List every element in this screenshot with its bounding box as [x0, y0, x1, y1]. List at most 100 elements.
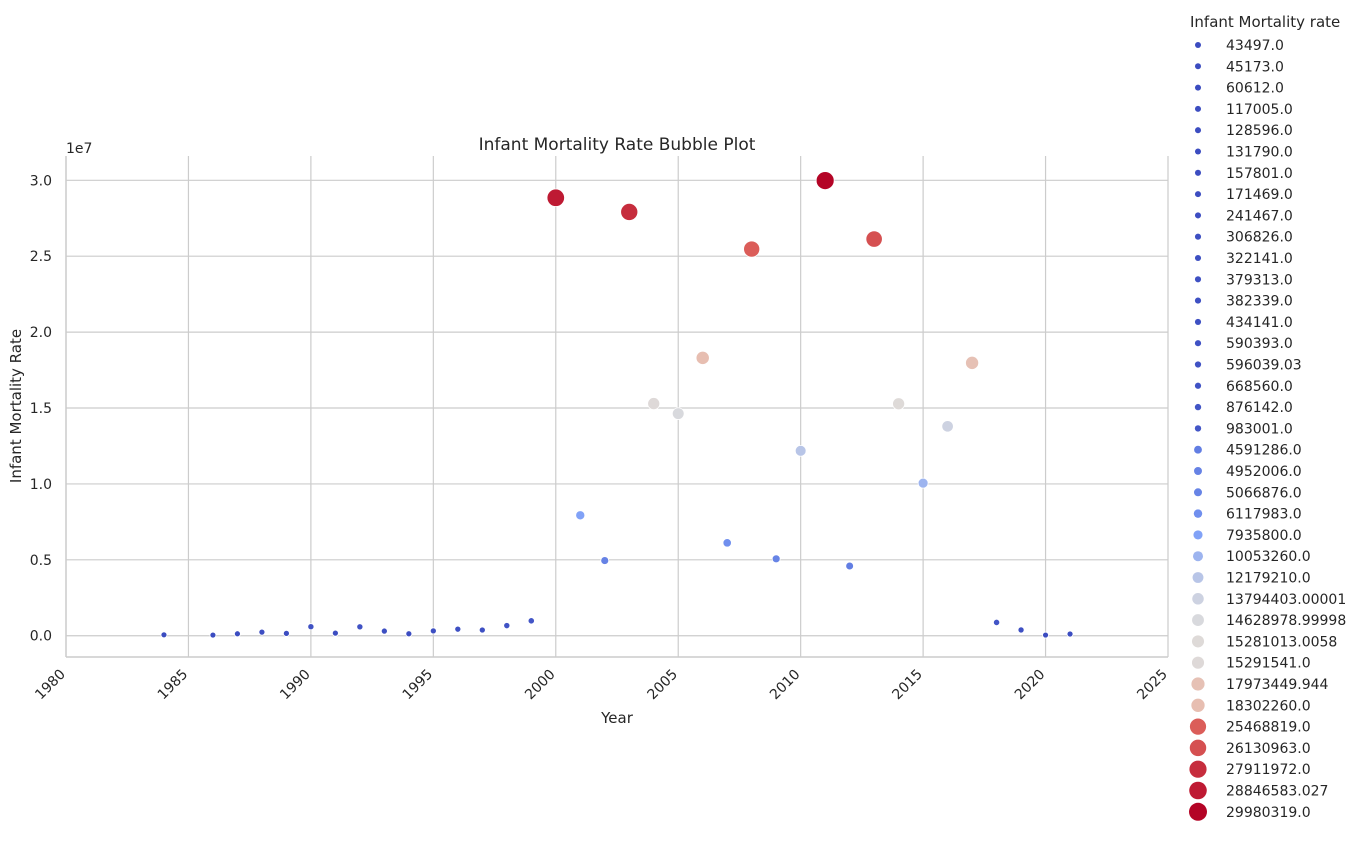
data-point: [356, 623, 364, 631]
legend-marker: [1194, 191, 1202, 198]
data-point: [743, 240, 761, 258]
legend-label: 27911972.0: [1226, 762, 1311, 778]
data-point: [527, 617, 535, 625]
legend-marker: [1194, 382, 1202, 389]
data-point: [771, 554, 781, 564]
legend-label: 668560.0: [1226, 379, 1293, 395]
legend-marker: [1194, 127, 1202, 134]
legend-marker: [1189, 739, 1207, 757]
y-tick-label: 1.5: [30, 401, 52, 417]
x-tick-label: 2020: [1012, 667, 1049, 704]
legend-label: 379313.0: [1226, 272, 1293, 288]
data-point: [722, 538, 732, 548]
legend-marker: [1194, 212, 1202, 219]
data-point: [380, 627, 388, 635]
legend-label: 18302260.0: [1226, 698, 1311, 714]
legend-marker: [1194, 340, 1202, 347]
legend-marker: [1189, 718, 1207, 735]
data-point: [600, 556, 610, 565]
data-point: [478, 626, 486, 634]
data-point: [429, 627, 437, 635]
legend-label: 45173.0: [1226, 59, 1284, 75]
data-point: [815, 171, 835, 190]
legend-marker: [1194, 467, 1202, 475]
legend-label: 983001.0: [1226, 421, 1293, 437]
legend-label: 6117983.0: [1226, 507, 1302, 523]
legend-marker: [1193, 509, 1203, 518]
x-tick-label: 2025: [1134, 667, 1171, 704]
legend-label: 157801.0: [1226, 166, 1293, 182]
legend-marker: [1194, 425, 1202, 432]
legend-title: Infant Mortality rate: [1190, 13, 1340, 31]
legend-marker: [1191, 656, 1205, 669]
data-point: [546, 188, 565, 207]
data-point: [331, 629, 339, 637]
legend-label: 590393.0: [1226, 336, 1293, 352]
data-point: [865, 230, 883, 248]
legend-marker: [1194, 254, 1202, 262]
legend-marker: [1194, 318, 1202, 325]
legend-label: 15281013.0058: [1226, 634, 1337, 650]
legend-marker: [1192, 614, 1204, 627]
legend-label: 17973449.944: [1226, 677, 1329, 693]
legend-label: 131790.0: [1226, 145, 1293, 161]
x-tick-labels: 1980 1985 1990 1995 2000 2005 2010 2015 2020 2025: [32, 667, 1171, 704]
data-points: [160, 171, 1074, 639]
y-tick-label: 2.5: [30, 249, 52, 265]
y-axis-label: Infant Mortality Rate: [7, 329, 25, 483]
legend-label: 4591286.0: [1226, 443, 1302, 459]
legend-label: 322141.0: [1226, 251, 1293, 267]
legend-entries: 43497.0 45173.0 60612.0 117005.0 128596.0 131…: [1189, 38, 1346, 821]
legend-label: 14628978.99998: [1226, 613, 1346, 629]
legend-marker: [1194, 361, 1202, 368]
legend-label: 43497.0: [1226, 38, 1284, 54]
data-point: [647, 397, 661, 411]
legend-label: 128596.0: [1226, 123, 1293, 139]
data-point: [671, 407, 685, 420]
legend-marker: [1194, 233, 1202, 240]
legend-label: 434141.0: [1226, 315, 1293, 331]
x-tick-label: 1985: [155, 667, 192, 704]
x-tick-label: 2005: [645, 667, 682, 704]
legend-label: 13794403.00001: [1226, 592, 1346, 608]
y-tick-label: 3.0: [30, 173, 52, 189]
legend-marker: [1194, 276, 1202, 283]
data-point: [307, 623, 315, 631]
legend-label: 306826.0: [1226, 230, 1293, 246]
grid: [65, 156, 1169, 657]
y-tick-label: 1.0: [30, 477, 52, 493]
data-point: [941, 420, 954, 433]
data-point: [965, 355, 980, 370]
legend-marker: [1191, 698, 1205, 712]
x-tick-label: 2015: [889, 667, 926, 704]
legend-marker: [1194, 84, 1202, 91]
y-tick-labels: 0.0 0.5 1.0 1.5 2.0 2.5 3.0: [30, 173, 52, 644]
legend-label: 25468819.0: [1226, 720, 1311, 736]
data-point: [405, 630, 413, 638]
data-point: [258, 628, 266, 636]
data-point: [845, 561, 854, 571]
data-point: [1066, 630, 1074, 638]
x-tick-label: 1980: [32, 667, 69, 704]
data-point: [234, 630, 241, 638]
y-tick-label: 0.5: [30, 553, 52, 569]
legend-label: 5066876.0: [1226, 485, 1302, 501]
legend-marker: [1194, 148, 1202, 155]
legend: Infant Mortality rate 43497.0 45173.0 6061…: [1189, 13, 1346, 821]
chart-title: Infant Mortality Rate Bubble Plot: [479, 135, 756, 155]
data-point: [917, 477, 929, 489]
legend-label: 26130963.0: [1226, 741, 1311, 757]
legend-marker: [1191, 677, 1205, 691]
legend-marker: [1189, 760, 1207, 778]
x-tick-label: 2000: [522, 667, 559, 704]
legend-marker: [1192, 572, 1204, 583]
legend-label: 60612.0: [1226, 81, 1284, 97]
legend-marker: [1194, 297, 1202, 304]
legend-marker: [1193, 530, 1203, 540]
legend-label: 4952006.0: [1226, 464, 1302, 480]
data-point: [282, 629, 290, 637]
x-tick-label: 1995: [400, 667, 437, 704]
legend-marker: [1194, 105, 1202, 112]
y-tick-label: 0.0: [30, 629, 52, 645]
legend-marker: [1191, 635, 1205, 648]
